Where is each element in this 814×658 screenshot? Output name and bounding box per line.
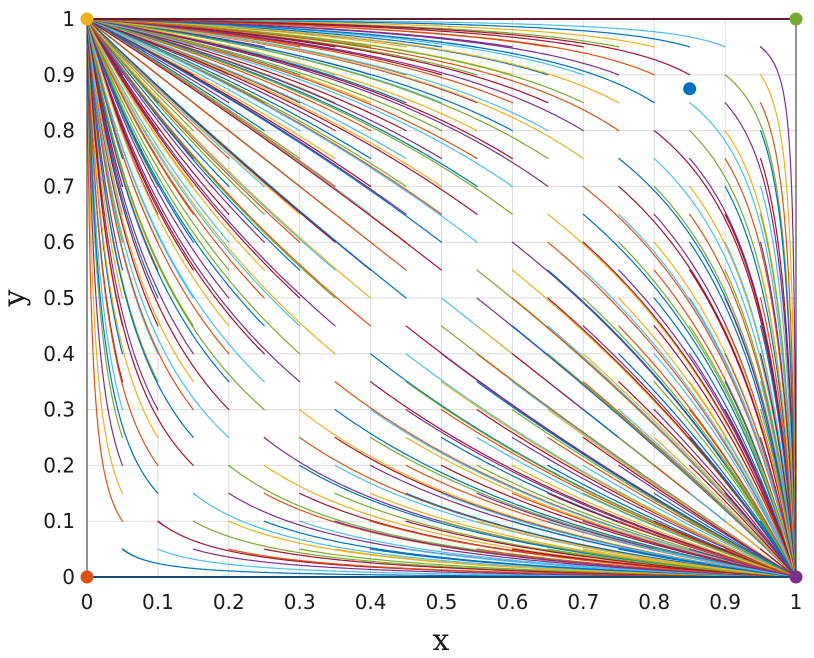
y-tick-label: 0.3 (43, 398, 75, 422)
y-axis-label: y (0, 289, 32, 307)
x-tick-label: 1 (790, 590, 803, 614)
x-tick-label: 0.8 (638, 590, 670, 614)
x-tick-label: 0 (81, 590, 94, 614)
y-tick-label: 0.8 (43, 119, 75, 143)
y-tick-label: 0.2 (43, 453, 75, 477)
y-tick-label: 1 (62, 7, 75, 31)
x-tick-labels: 0 0.1 0.2 0.3 0.4 0.5 0.6 0.7 0.8 0.9 1 (81, 590, 803, 614)
x-tick-label: 0.9 (709, 590, 741, 614)
x-tick-label: 0.1 (142, 590, 174, 614)
trajectory-lines (86, 18, 797, 578)
y-tick-label: 0.4 (43, 342, 75, 366)
x-tick-label: 0.5 (426, 590, 458, 614)
y-tick-labels: 0 0.1 0.2 0.3 0.4 0.5 0.6 0.7 0.8 0.9 1 (43, 7, 75, 589)
x-tick-label: 0.3 (284, 590, 316, 614)
x-tick-label: 0.2 (213, 590, 245, 614)
x-tick-label: 0.6 (496, 590, 528, 614)
plot-frame (86, 18, 797, 578)
x-tick-label: 0.7 (567, 590, 599, 614)
y-tick-label: 0 (62, 565, 75, 589)
x-axis-label: x (433, 623, 450, 658)
y-tick-label: 0.7 (43, 174, 75, 198)
y-tick-label: 0.1 (43, 509, 75, 533)
corner-equilibrium-point (80, 12, 94, 26)
y-tick-label: 0.6 (43, 230, 75, 254)
corner-equilibrium-point (80, 570, 94, 584)
x-tick-label: 0.4 (355, 590, 387, 614)
equilibrium-points (80, 12, 803, 584)
corner-equilibrium-point (789, 570, 803, 584)
y-tick-label: 0.9 (43, 63, 75, 87)
interior-equilibrium-point (683, 82, 697, 96)
corner-equilibrium-point (789, 12, 803, 26)
y-tick-label: 0.5 (43, 286, 75, 310)
